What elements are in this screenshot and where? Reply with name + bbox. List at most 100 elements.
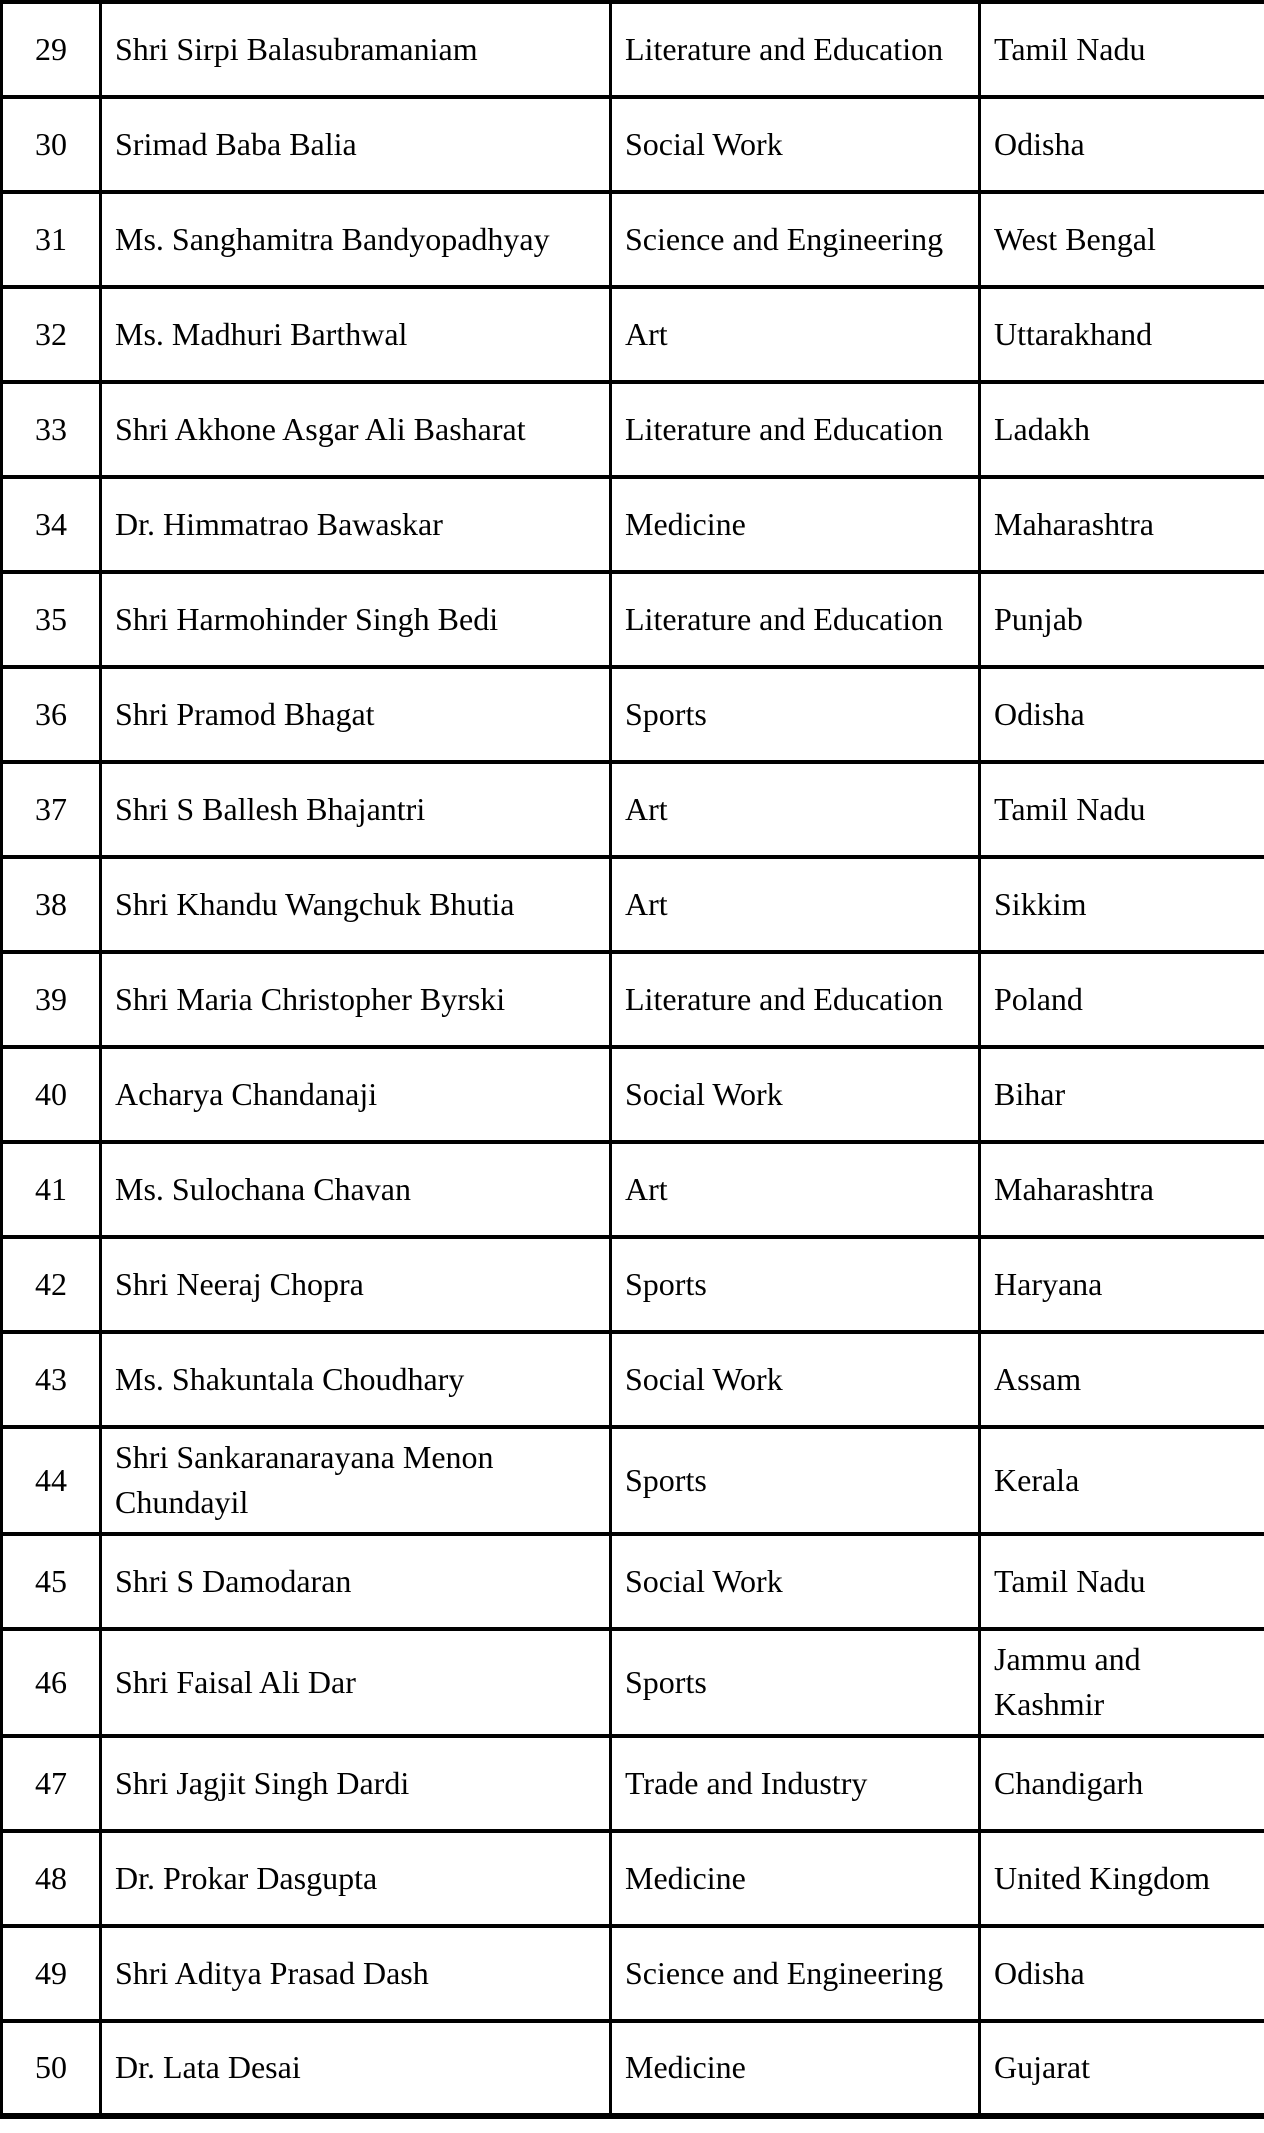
serial-cell: 43: [0, 1330, 102, 1429]
serial-cell: 38: [0, 855, 102, 954]
table-row: 30 Srimad Baba Balia Social Work Odisha: [0, 95, 1264, 194]
field-cell: Literature and Education: [609, 0, 981, 99]
name-cell: Acharya Chandanaji: [99, 1045, 612, 1144]
state-cell: Sikkim: [978, 855, 1264, 954]
field-cell: Art: [609, 855, 981, 954]
name-cell: Shri Pramod Bhagat: [99, 665, 612, 764]
serial-cell: 29: [0, 0, 102, 99]
field-cell: Medicine: [609, 1828, 981, 1928]
state-cell: Ladakh: [978, 380, 1264, 479]
serial-cell: 39: [0, 950, 102, 1049]
state-cell: Gujarat: [978, 2018, 1264, 2118]
table-row: 46 Shri Faisal Ali Dar Sports Jammu and …: [0, 1626, 1264, 1738]
state-cell: Bihar: [978, 1045, 1264, 1144]
field-cell: Medicine: [609, 475, 981, 574]
table-row: 44 Shri Sankaranarayana Menon Chundayil …: [0, 1425, 1264, 1536]
name-cell: Dr. Lata Desai: [99, 2018, 612, 2118]
name-cell: Ms. Madhuri Barthwal: [99, 285, 612, 384]
table-row: 31 Ms. Sanghamitra Bandyopadhyay Science…: [0, 190, 1264, 289]
field-cell: Social Work: [609, 1531, 981, 1631]
state-cell: United Kingdom: [978, 1828, 1264, 1928]
table-row: 41 Ms. Sulochana Chavan Art Maharashtra: [0, 1140, 1264, 1239]
name-cell: Shri S Damodaran: [99, 1531, 612, 1631]
state-cell: Kerala: [978, 1425, 1264, 1536]
table-row: 42 Shri Neeraj Chopra Sports Haryana: [0, 1235, 1264, 1334]
serial-cell: 30: [0, 95, 102, 194]
serial-cell: 37: [0, 760, 102, 859]
name-cell: Shri Jagjit Singh Dardi: [99, 1733, 612, 1833]
field-cell: Science and Engineering: [609, 190, 981, 289]
name-cell: Shri Maria Christopher Byrski: [99, 950, 612, 1049]
state-cell: Jammu and Kashmir: [978, 1626, 1264, 1738]
table-row: 48 Dr. Prokar Dasgupta Medicine United K…: [0, 1828, 1264, 1928]
field-cell: Medicine: [609, 2018, 981, 2118]
table-row: 43 Ms. Shakuntala Choudhary Social Work …: [0, 1330, 1264, 1429]
serial-cell: 40: [0, 1045, 102, 1144]
name-cell: Shri Harmohinder Singh Bedi: [99, 570, 612, 669]
name-cell: Shri Aditya Prasad Dash: [99, 1923, 612, 2023]
table-row: 35 Shri Harmohinder Singh Bedi Literatur…: [0, 570, 1264, 669]
state-cell: Tamil Nadu: [978, 1531, 1264, 1631]
field-cell: Art: [609, 285, 981, 384]
name-cell: Dr. Himmatrao Bawaskar: [99, 475, 612, 574]
state-cell: Assam: [978, 1330, 1264, 1429]
table-row: 45 Shri S Damodaran Social Work Tamil Na…: [0, 1531, 1264, 1631]
table-row: 49 Shri Aditya Prasad Dash Science and E…: [0, 1923, 1264, 2023]
state-cell: Poland: [978, 950, 1264, 1049]
serial-cell: 34: [0, 475, 102, 574]
serial-cell: 32: [0, 285, 102, 384]
serial-cell: 42: [0, 1235, 102, 1334]
name-cell: Dr. Prokar Dasgupta: [99, 1828, 612, 1928]
field-cell: Sports: [609, 1626, 981, 1738]
field-cell: Social Work: [609, 1045, 981, 1144]
table-row: 40 Acharya Chandanaji Social Work Bihar: [0, 1045, 1264, 1144]
state-cell: Maharashtra: [978, 1140, 1264, 1239]
serial-cell: 50: [0, 2018, 102, 2118]
name-cell: Shri Neeraj Chopra: [99, 1235, 612, 1334]
name-cell: Shri Sankaranarayana Menon Chundayil: [99, 1425, 612, 1536]
field-cell: Sports: [609, 1235, 981, 1334]
serial-cell: 45: [0, 1531, 102, 1631]
name-cell: Shri Khandu Wangchuk Bhutia: [99, 855, 612, 954]
field-cell: Sports: [609, 665, 981, 764]
state-cell: West Bengal: [978, 190, 1264, 289]
serial-cell: 47: [0, 1733, 102, 1833]
name-cell: Srimad Baba Balia: [99, 95, 612, 194]
name-cell: Shri Akhone Asgar Ali Basharat: [99, 380, 612, 479]
table-row: 32 Ms. Madhuri Barthwal Art Uttarakhand: [0, 285, 1264, 384]
table-row: 34 Dr. Himmatrao Bawaskar Medicine Mahar…: [0, 475, 1264, 574]
serial-cell: 44: [0, 1425, 102, 1536]
table-row: 29 Shri Sirpi Balasubramaniam Literature…: [0, 0, 1264, 99]
state-cell: Chandigarh: [978, 1733, 1264, 1833]
state-cell: Tamil Nadu: [978, 0, 1264, 99]
serial-cell: 46: [0, 1626, 102, 1738]
field-cell: Social Work: [609, 1330, 981, 1429]
table-row: 39 Shri Maria Christopher Byrski Literat…: [0, 950, 1264, 1049]
table-row: 38 Shri Khandu Wangchuk Bhutia Art Sikki…: [0, 855, 1264, 954]
table-row: 37 Shri S Ballesh Bhajantri Art Tamil Na…: [0, 760, 1264, 859]
field-cell: Art: [609, 760, 981, 859]
state-cell: Punjab: [978, 570, 1264, 669]
state-cell: Odisha: [978, 665, 1264, 764]
name-cell: Ms. Shakuntala Choudhary: [99, 1330, 612, 1429]
table-row: 50 Dr. Lata Desai Medicine Gujarat: [0, 2018, 1264, 2118]
field-cell: Trade and Industry: [609, 1733, 981, 1833]
field-cell: Social Work: [609, 95, 981, 194]
state-cell: Haryana: [978, 1235, 1264, 1334]
field-cell: Art: [609, 1140, 981, 1239]
name-cell: Ms. Sulochana Chavan: [99, 1140, 612, 1239]
field-cell: Science and Engineering: [609, 1923, 981, 2023]
serial-cell: 35: [0, 570, 102, 669]
name-cell: Shri Sirpi Balasubramaniam: [99, 0, 612, 99]
state-cell: Uttarakhand: [978, 285, 1264, 384]
field-cell: Literature and Education: [609, 570, 981, 669]
state-cell: Odisha: [978, 1923, 1264, 2023]
field-cell: Literature and Education: [609, 380, 981, 479]
table-row: 33 Shri Akhone Asgar Ali Basharat Litera…: [0, 380, 1264, 479]
name-cell: Shri Faisal Ali Dar: [99, 1626, 612, 1738]
state-cell: Odisha: [978, 95, 1264, 194]
name-cell: Ms. Sanghamitra Bandyopadhyay: [99, 190, 612, 289]
